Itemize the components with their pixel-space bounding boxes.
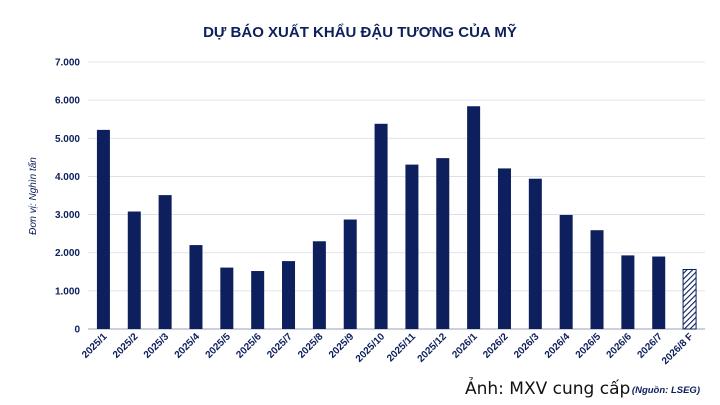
x-tick-label: 2025/8 <box>296 331 326 361</box>
y-tick-label: 5.000 <box>55 134 80 145</box>
x-tick-label: 2026/6 <box>605 331 635 361</box>
x-tick-label: 2025/10 <box>354 331 388 365</box>
bar <box>405 164 419 329</box>
x-tick-label: 2026/7 <box>635 331 665 361</box>
x-tick-labels: 2025/1 2025/2 2025/3 2025/4 2025/5 2025/6 2025… <box>80 331 696 367</box>
x-tick-label: 2025/11 <box>385 331 418 364</box>
source-note: (Nguồn: LSEG) <box>632 385 700 396</box>
y-tick-label: 7.000 <box>55 58 80 69</box>
x-tick-label: 2025/1 <box>80 331 110 361</box>
bar <box>436 158 450 329</box>
x-tick-label: 2025/7 <box>265 331 295 361</box>
x-tick-label: 2025/3 <box>142 331 172 361</box>
x-tick-label: 2025/4 <box>173 331 203 361</box>
x-tick-label: 2026/2 <box>481 331 511 361</box>
x-tick-label: 2025/12 <box>416 331 450 365</box>
y-tick-label: 4.000 <box>55 172 80 183</box>
bar <box>220 267 234 329</box>
bar <box>528 178 542 329</box>
x-tick-label: 2026/5 <box>574 331 604 361</box>
bar <box>343 219 357 329</box>
x-tick-label: 2026/1 <box>450 331 480 361</box>
bar <box>467 106 481 329</box>
bar <box>127 211 141 329</box>
bar <box>158 195 172 329</box>
bar <box>189 245 203 329</box>
bar <box>497 168 511 329</box>
y-tick-labels: 0 1.000 2.000 3.000 4.000 5.000 6.000 7.000 <box>55 58 80 336</box>
x-tick-label: 2025/2 <box>111 331 141 361</box>
bar <box>652 256 666 329</box>
x-tick-label: 2025/6 <box>234 331 264 361</box>
y-tick-label: 2.000 <box>55 248 80 259</box>
bar <box>590 230 604 329</box>
x-tick-label: 2026/8 F <box>660 331 696 367</box>
y-tick-label: 3.000 <box>55 210 80 221</box>
bar <box>374 123 388 329</box>
x-tick-label: 2026/3 <box>512 331 542 361</box>
y-tick-label: 1.000 <box>55 286 80 297</box>
x-tick-label: 2025/9 <box>327 331 357 361</box>
bar <box>559 214 573 329</box>
bars <box>96 106 697 330</box>
photo-credit: Ảnh: MXV cung cấp <box>465 376 630 399</box>
y-tick-label: 0 <box>74 325 80 336</box>
bar <box>96 129 110 329</box>
bar <box>621 255 635 329</box>
y-tick-label: 6.000 <box>55 96 80 107</box>
bar <box>312 241 326 329</box>
gridlines <box>88 61 705 330</box>
bar-forecast <box>682 268 697 330</box>
bar <box>251 271 265 329</box>
bar <box>282 261 296 329</box>
y-axis-label: Đơn vị: Nghìn tấn <box>27 157 39 235</box>
chart-title: DỰ BÁO XUẤT KHẨU ĐẬU TƯƠNG CỦA MỸ <box>203 23 517 41</box>
x-tick-label: 2025/5 <box>204 331 234 361</box>
x-tick-label: 2026/4 <box>543 331 573 361</box>
